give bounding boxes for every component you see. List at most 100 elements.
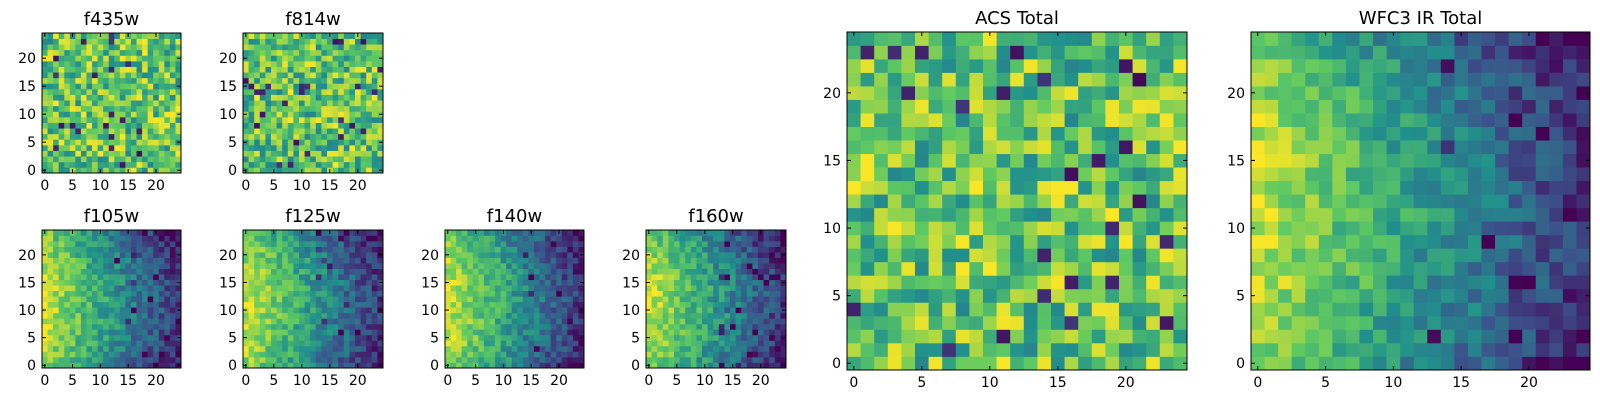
heatmap-cell	[578, 351, 584, 357]
heatmap-cell	[1414, 329, 1428, 343]
heatmap-cell	[1051, 316, 1065, 330]
heatmap-cell	[708, 285, 714, 291]
heatmap-cell	[764, 302, 770, 308]
heatmap-cell	[355, 296, 361, 302]
y-tick-label: 15	[219, 79, 237, 95]
heatmap-cell	[366, 33, 372, 39]
heatmap-cell	[874, 235, 888, 249]
heatmap-cell	[674, 329, 680, 335]
heatmap-cell	[1536, 167, 1550, 181]
heatmap-cell	[344, 106, 350, 112]
heatmap-cell	[288, 291, 294, 297]
heatmap-cell	[680, 296, 686, 302]
heatmap-cell	[495, 346, 501, 352]
heatmap-cell	[1037, 154, 1051, 168]
heatmap-cell	[59, 307, 65, 313]
heatmap-cell	[752, 318, 758, 324]
heatmap-cell	[81, 50, 87, 56]
heatmap-cell	[456, 258, 462, 264]
heatmap-cell	[316, 324, 322, 330]
heatmap-cell	[1346, 302, 1360, 316]
heatmap-cell	[349, 39, 355, 45]
heatmap-cell	[271, 247, 277, 253]
heatmap-cell	[1160, 140, 1174, 154]
heatmap-cell	[484, 296, 490, 302]
heatmap-cell	[969, 356, 983, 370]
heatmap-cell	[1495, 275, 1509, 289]
heatmap-cell	[1173, 329, 1187, 343]
heatmap-cell	[467, 258, 473, 264]
heatmap-cell	[75, 340, 81, 346]
heatmap-cell	[131, 241, 137, 247]
heatmap-cell	[942, 73, 956, 87]
heatmap-cell	[495, 236, 501, 242]
heatmap-cell	[86, 252, 92, 258]
heatmap-cell	[478, 280, 484, 286]
heatmap-cell	[495, 335, 501, 341]
heatmap-cell	[646, 263, 652, 269]
heatmap-cell	[489, 357, 495, 363]
heatmap-cell	[103, 241, 109, 247]
heatmap-cell	[349, 55, 355, 61]
heatmap-cell	[92, 134, 98, 140]
heatmap-cell	[1495, 235, 1509, 249]
heatmap-cell	[702, 296, 708, 302]
heatmap-cell	[75, 134, 81, 140]
heatmap-cell	[495, 285, 501, 291]
heatmap-cell	[142, 67, 148, 73]
heatmap-cell	[59, 55, 65, 61]
heatmap-cell	[478, 357, 484, 363]
heatmap-cell	[125, 39, 131, 45]
heatmap-cell	[456, 340, 462, 346]
heatmap-cell	[1373, 356, 1387, 370]
heatmap-cell	[131, 145, 137, 151]
heatmap-cell	[344, 280, 350, 286]
heatmap-cell	[48, 274, 54, 280]
heatmap-cell	[305, 252, 311, 258]
heatmap-cell	[674, 302, 680, 308]
heatmap-cell	[730, 302, 736, 308]
heatmap-cell	[556, 329, 562, 335]
heatmap-cell	[377, 258, 383, 264]
heatmap-cell	[573, 324, 579, 330]
heatmap-cell	[1549, 302, 1563, 316]
heatmap-cell	[696, 318, 702, 324]
heatmap-cell	[114, 139, 120, 145]
heatmap-cell	[702, 357, 708, 363]
heatmap-cell	[764, 307, 770, 313]
heatmap-cell	[668, 258, 674, 264]
heatmap-cell	[758, 302, 764, 308]
heatmap-cell	[741, 230, 747, 236]
heatmap-cell	[372, 44, 378, 50]
heatmap-cell	[573, 241, 579, 247]
heatmap-cell	[888, 181, 902, 195]
heatmap-cell	[305, 145, 311, 151]
heatmap-cell	[969, 181, 983, 195]
heatmap-cell	[48, 351, 54, 357]
heatmap-cell	[942, 32, 956, 46]
heatmap-cell	[847, 275, 861, 289]
heatmap-cell	[775, 236, 781, 242]
heatmap-cell	[1160, 302, 1174, 316]
heatmap-cell	[495, 302, 501, 308]
heatmap-cell	[265, 139, 271, 145]
heatmap-cell	[299, 95, 305, 101]
heatmap-cell	[1024, 221, 1038, 235]
heatmap-cell	[1051, 59, 1065, 73]
heatmap-cell	[86, 324, 92, 330]
heatmap-cell	[175, 247, 181, 253]
heatmap-cell	[451, 296, 457, 302]
heatmap-cell	[512, 351, 518, 357]
heatmap-cell	[92, 285, 98, 291]
heatmap-cell	[282, 362, 288, 368]
heatmap-cell	[305, 351, 311, 357]
heatmap-cell	[114, 44, 120, 50]
heatmap-cell	[523, 346, 529, 352]
heatmap-cell	[299, 296, 305, 302]
heatmap-cell	[1265, 289, 1279, 303]
heatmap-cell	[780, 296, 786, 302]
heatmap-cell	[310, 263, 316, 269]
heatmap-cell	[159, 318, 165, 324]
heatmap-cell	[125, 285, 131, 291]
heatmap-cell	[153, 329, 159, 335]
